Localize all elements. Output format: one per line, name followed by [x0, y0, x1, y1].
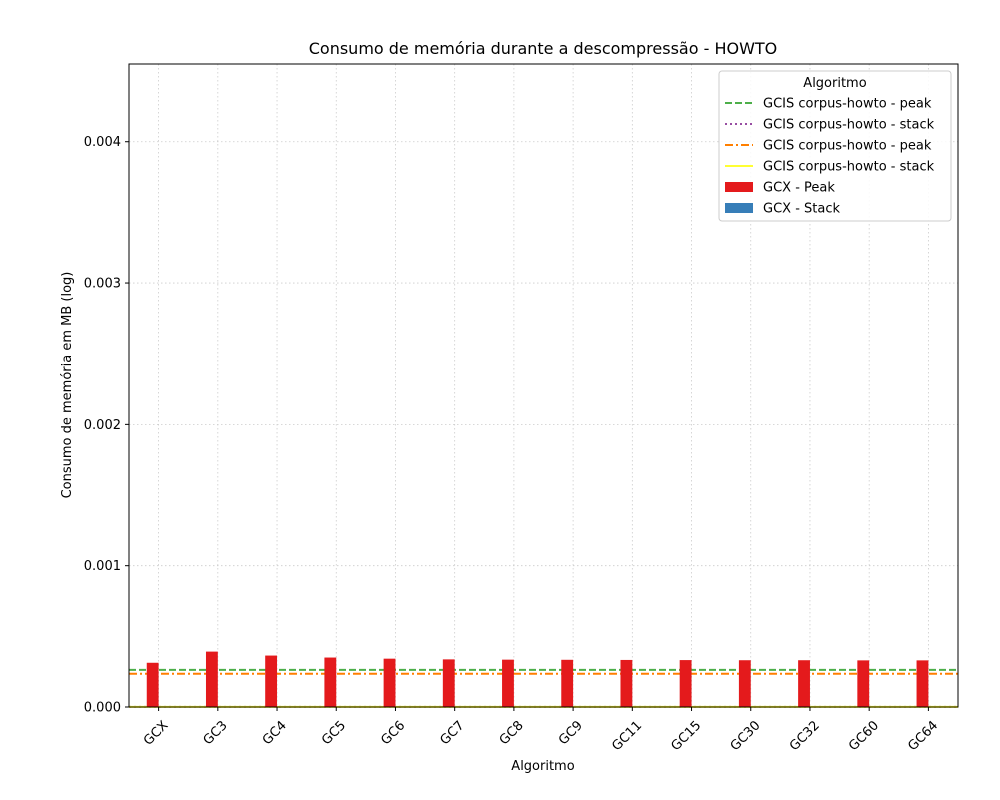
x-tick-label: GC4: [260, 718, 290, 748]
y-tick-label: 0.004: [84, 135, 121, 150]
bar-peak-gc32: [798, 660, 810, 707]
legend-title: Algoritmo: [803, 76, 866, 91]
legend-box: [718, 70, 952, 222]
legend-bar-swatch: [725, 203, 753, 213]
plot-frame: [128, 63, 959, 708]
x-tick-label: GC8: [497, 718, 527, 748]
y-axis-label: Consumo de memória em MB (log): [60, 272, 75, 499]
legend-bar-swatch: [725, 182, 753, 192]
legend-label: GCIS corpus-howto - stack: [763, 160, 935, 175]
bar-peak-gcx: [146, 662, 159, 707]
y-axis: 0.000 0.001 0.002 0.003 0.004: [84, 135, 129, 716]
bar-peak-gc64: [916, 660, 929, 707]
legend-label: GCIS corpus-howto - stack: [763, 118, 935, 133]
x-axis: GCX GC3 GC4 GC5 GC6 GC7 GC8 GC9 GC11 GC15 GC30 GC32…: [141, 707, 941, 754]
x-tick-label: GCX: [141, 718, 172, 749]
chart-title: Consumo de memória durante a descompress…: [309, 39, 778, 58]
legend-label: GCIS corpus-howto - peak: [763, 139, 932, 154]
bar-peak-gc7: [442, 659, 455, 707]
legend-label: GCX - Peak: [763, 181, 835, 196]
x-tick-label: GC5: [319, 718, 349, 748]
bar-peak-gc3: [205, 651, 218, 707]
bar-peak-gc9: [561, 659, 574, 707]
y-tick-label: 0.001: [84, 559, 121, 574]
bar-peak-gc5: [324, 657, 337, 707]
bar-peak-gc15: [679, 660, 692, 707]
legend-label: GCX - Stack: [763, 202, 840, 217]
x-tick-label: GC32: [787, 718, 823, 754]
bar-peak-gc11: [620, 659, 633, 707]
y-tick-label: 0.000: [84, 701, 121, 716]
x-axis-label: Algoritmo: [511, 759, 574, 774]
x-tick-label: GC15: [669, 718, 705, 754]
y-tick-label: 0.002: [84, 418, 121, 433]
x-tick-label: GC3: [201, 718, 231, 748]
grid: [129, 64, 958, 708]
x-tick-label: GC64: [905, 718, 941, 754]
bars: [146, 651, 941, 707]
bar-peak-gc60: [857, 660, 870, 707]
x-tick-label: GC6: [378, 718, 408, 748]
bar-peak-gc4: [265, 655, 278, 707]
reference-lines: [129, 668, 958, 708]
bar-peak-gc6: [383, 658, 396, 707]
legend: Algoritmo GCIS corpus-howto - peak GCIS co…: [718, 70, 952, 222]
x-tick-label: GC9: [556, 718, 586, 748]
y-tick-label: 0.003: [84, 277, 121, 292]
x-tick-label: GC11: [609, 718, 645, 754]
bar-peak-gc8: [502, 659, 514, 707]
legend-label: GCIS corpus-howto - peak: [763, 97, 932, 112]
bar-peak-gc30: [738, 660, 751, 707]
x-tick-label: GC7: [438, 718, 468, 748]
x-tick-label: GC30: [728, 718, 764, 754]
x-tick-label: GC60: [846, 718, 882, 754]
